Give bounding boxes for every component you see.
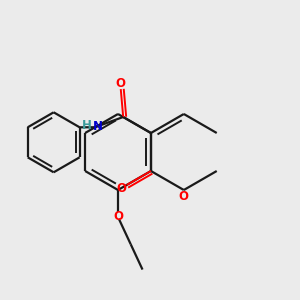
Text: O: O — [115, 76, 125, 90]
Text: O: O — [179, 190, 189, 202]
Text: H: H — [82, 119, 92, 132]
Text: O: O — [113, 211, 123, 224]
Text: O: O — [116, 182, 127, 194]
Text: N: N — [93, 120, 103, 133]
